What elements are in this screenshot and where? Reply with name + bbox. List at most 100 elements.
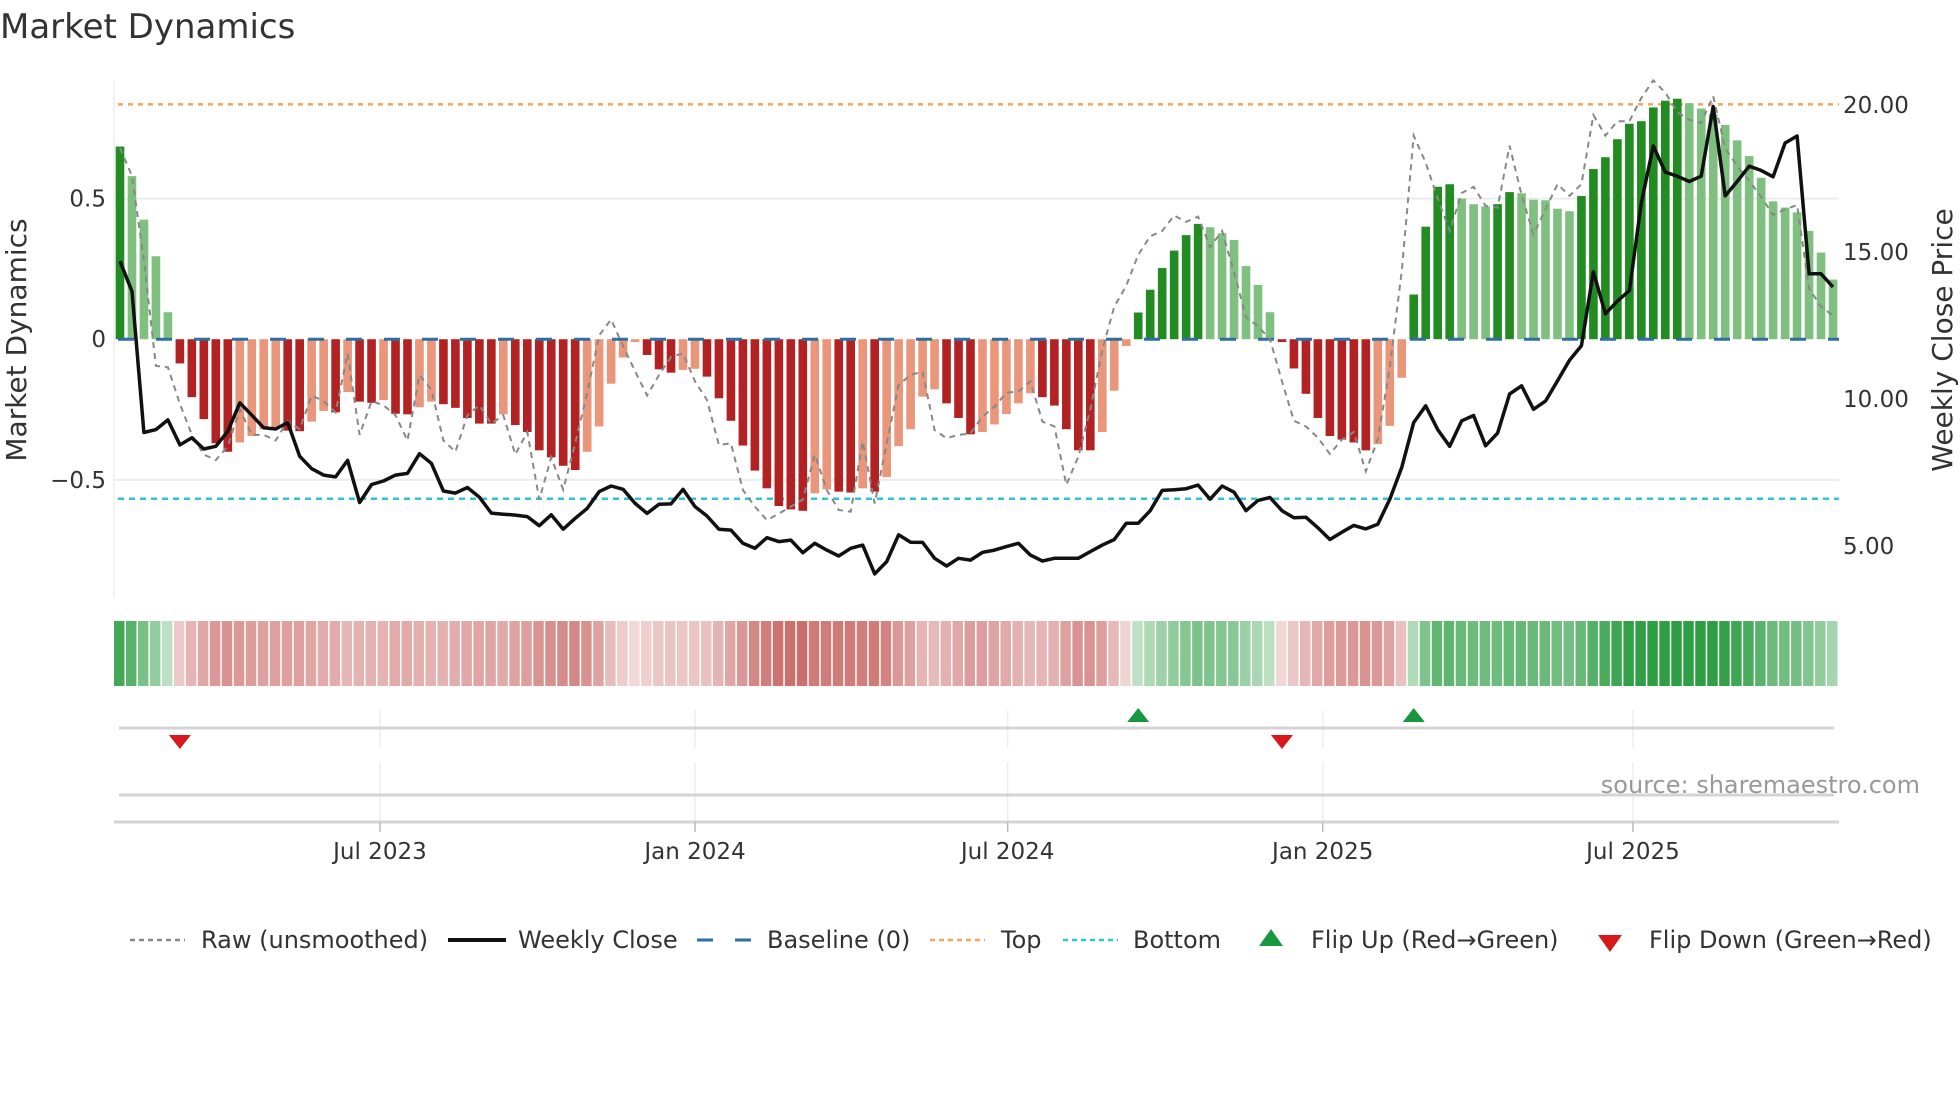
dynamics-bars [115,98,1839,511]
flip-down-marker [1270,735,1293,749]
dynamics-bar [415,339,424,408]
dynamics-bar [1421,226,1431,340]
heatmap-cell [1072,621,1083,686]
heatmap-cell [1779,621,1790,686]
dynamics-bar [678,339,688,370]
heatmap-cell [832,621,844,686]
legend-label: Baseline (0) [767,926,910,954]
heatmap-cell [389,621,400,686]
dynamics-bar [522,339,532,433]
heatmap-cell [952,621,964,686]
dynamics-bar [546,339,556,458]
heatmap-cell [1228,621,1239,686]
heatmap-cell [1156,621,1167,686]
heatmap-cell [1527,621,1539,686]
dynamics-bar [487,339,496,424]
heatmap-cell [137,621,149,686]
dynamics-bar [223,339,233,452]
dynamics-bar [1445,184,1454,340]
heatmap-cell [569,621,580,686]
dynamics-bar [510,339,520,426]
left-axis-ticks: 0.5 0 −0.5 [50,187,106,494]
heatmap-cell [892,621,904,686]
x-tick-label: Jul 2024 [959,839,1055,865]
x-tick-label: Jul 2025 [1584,839,1680,865]
heatmap-cell [1731,621,1742,686]
heatmap-cell [1671,621,1682,686]
heatmap-cell [497,621,508,686]
heatmap-cell [1323,621,1335,686]
heatmap-cell [509,621,520,686]
heatmap-cell [209,621,221,686]
dynamics-bar [714,339,724,399]
heatmap-cell [1299,621,1311,686]
dynamics-bar [1649,107,1658,340]
heatmap-cell [700,621,712,686]
dynamics-bar [906,339,915,430]
heatmap-cell [293,621,305,686]
legend-item-raw[interactable]: Raw (unsmoothed) [130,926,428,954]
dynamics-bar [1517,193,1526,340]
heatmap-cell [1431,621,1443,686]
dynamics-bar [1385,339,1395,426]
legend-item-close[interactable]: Weekly Close [448,926,678,954]
dynamics-bar [594,339,604,427]
heatmap-cell [689,621,700,686]
heatmap-cell [1383,621,1395,686]
legend-item-baseline[interactable]: Baseline (0) [697,926,910,954]
dynamics-bar [726,339,736,421]
legend-item-flip-down[interactable]: Flip Down (Green→Red) [1598,926,1932,954]
legend-item-bottom[interactable]: Bottom [1063,926,1221,954]
dynamics-bar [846,339,856,493]
heatmap-cell [437,621,448,686]
heatmap-cell [545,621,556,686]
heatmap-cell [1827,621,1838,686]
dynamics-bar [475,339,484,424]
heatmap-cell [461,621,472,686]
dynamics-bar [1109,339,1119,391]
heatmap-cell [1551,621,1562,686]
heatmap-cell [173,621,185,686]
heatmap-cell [305,621,317,686]
dynamics-bar [534,339,544,451]
reference-lines [118,103,1839,500]
dynamics-bar [654,339,664,370]
y2-tick-label: 5.00 [1843,534,1894,560]
heatmap-cell [1024,621,1035,686]
dynamics-bar [115,146,125,340]
dynamics-bar [978,339,987,433]
heatmap-cell [533,621,544,686]
heatmap-cell [736,621,748,686]
heatmap-cell [1407,621,1419,686]
heatmap-cell [1479,621,1491,686]
dynamics-bar [1229,239,1239,340]
heatmap-cell [1287,621,1299,686]
legend-item-flip-up[interactable]: Flip Up (Red→Green) [1259,926,1559,954]
heatmap-cell [341,621,353,686]
heatmap-cell [904,621,916,686]
dynamics-bar [1529,199,1538,340]
dynamics-bar [954,339,963,418]
heatmap-cell [1743,621,1754,686]
dynamics-bar [247,339,257,436]
legend-item-top[interactable]: Top [930,926,1042,954]
heatmap-cell [772,621,784,686]
heatmap-cell [257,621,269,686]
heatmap-cell [1803,621,1814,686]
dynamics-bar [343,339,352,393]
dynamics-bar [822,339,832,490]
heatmap-cell [557,621,568,686]
heatmap-cell [856,621,868,686]
dynamics-bar [1217,233,1227,340]
dynamics-bar [463,339,472,418]
dynamics-bar [750,339,760,471]
dynamics-bar [1780,207,1790,340]
legend-label: Raw (unsmoothed) [201,926,428,954]
heatmap-cell [269,621,281,686]
legend-label: Top [1000,926,1042,954]
heatmap-cell [1335,621,1347,686]
heatmap-cell [1659,621,1670,686]
dynamics-bar [355,339,364,402]
dynamics-bar [283,339,293,431]
heatmap-cell [617,621,628,686]
